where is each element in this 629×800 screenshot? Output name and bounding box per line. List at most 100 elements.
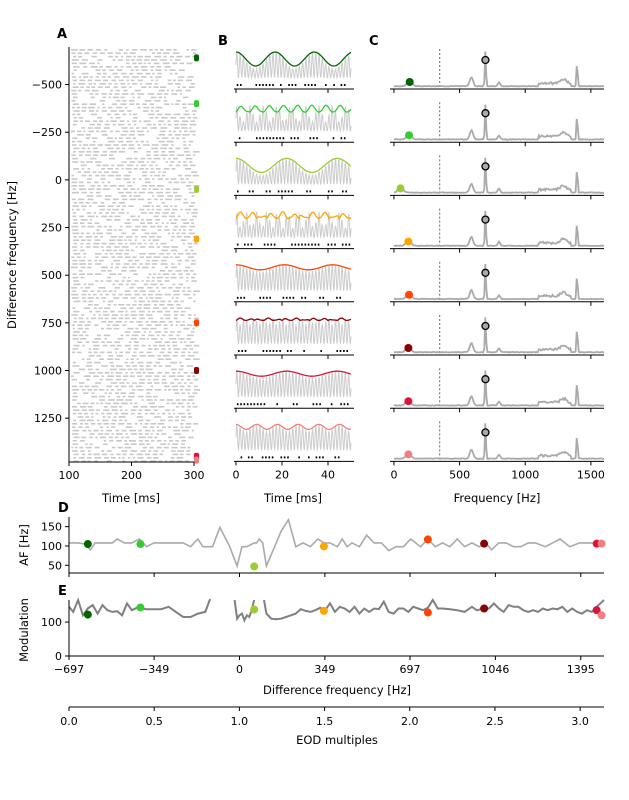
raster-spike — [180, 423, 184, 425]
raster-spike — [185, 358, 191, 360]
raster-spike — [121, 168, 124, 170]
raster-spike — [187, 355, 195, 357]
raster-spike — [164, 113, 171, 116]
raster-spike — [73, 372, 80, 374]
raster-spike — [165, 191, 171, 194]
x-tick-label-e: 1395 — [567, 663, 595, 676]
raster-spike — [103, 409, 110, 411]
raster-spike — [174, 392, 180, 394]
raster-spike — [73, 412, 77, 415]
raster-spike — [115, 429, 119, 432]
raster-spike — [150, 174, 153, 177]
raster-spike — [173, 378, 179, 381]
raster-spike — [99, 66, 103, 68]
raster-spike — [107, 76, 111, 78]
y-tick-label-d: 100 — [41, 540, 62, 553]
raster-spike — [165, 188, 171, 190]
raster-spike — [124, 419, 127, 422]
raster-spike — [124, 443, 129, 445]
raster-spike — [125, 191, 132, 194]
raster-spike — [181, 406, 185, 408]
raster-spike — [87, 215, 95, 218]
raster-spike — [186, 276, 189, 279]
raster-spike — [188, 395, 195, 398]
raster-spike — [72, 106, 75, 109]
raster-spike — [160, 338, 163, 340]
raster-spike — [154, 49, 158, 51]
spike-dot — [315, 456, 318, 459]
raster-spike — [129, 307, 134, 309]
raster-spike — [71, 178, 78, 180]
raster-spike — [88, 372, 96, 374]
raster-spike — [151, 144, 159, 146]
raster-spike — [81, 191, 87, 194]
raster-spike — [171, 263, 175, 265]
raster-spike — [189, 123, 197, 126]
raster-spike — [161, 348, 166, 350]
raster-spike — [132, 457, 135, 459]
raster-spike — [127, 120, 129, 122]
spike-dot — [308, 456, 310, 459]
raster-spike — [145, 263, 151, 265]
raster-spike — [125, 436, 130, 439]
raster-spike — [138, 178, 142, 180]
raster-spike — [111, 409, 118, 411]
raster-spike — [97, 423, 102, 425]
raster-spike — [77, 351, 82, 354]
raster-spike — [137, 361, 144, 364]
spike-dot — [265, 84, 268, 86]
raster-spike — [146, 399, 153, 401]
raster-spike — [188, 181, 194, 184]
raster-spike — [153, 344, 158, 347]
raster-spike — [191, 280, 197, 282]
raster-spike — [130, 361, 135, 364]
raster-spike — [177, 259, 183, 262]
raster-spike — [73, 242, 78, 245]
raster-spike — [180, 300, 184, 303]
raster-spike — [80, 164, 87, 167]
raster-spike — [85, 202, 90, 204]
raster-spike — [137, 266, 140, 269]
spike-dot — [319, 403, 321, 406]
raster-spike — [129, 113, 132, 116]
envelope-trace — [235, 210, 352, 220]
raster-spike — [118, 310, 124, 313]
raster-spike — [149, 290, 155, 292]
raster-spike — [177, 450, 184, 452]
raster-spike — [169, 154, 175, 156]
raster-spike — [168, 375, 176, 377]
raster-spike — [133, 168, 138, 170]
raster-spike — [153, 215, 159, 218]
raster-spike — [167, 120, 171, 122]
raster-spike — [169, 460, 175, 462]
spike-dot — [268, 84, 271, 86]
raster-spike — [186, 338, 192, 340]
raster-spike — [142, 174, 147, 177]
raster-spike — [124, 222, 131, 224]
spike-dot — [250, 243, 253, 246]
x-tick-label-c: 500 — [449, 468, 470, 481]
raster-spike — [73, 55, 77, 58]
raster-spike — [112, 208, 119, 211]
raster-spike — [163, 327, 168, 330]
raster-spike — [73, 321, 78, 323]
spike-dot — [322, 456, 324, 459]
raster-spike — [189, 225, 196, 228]
raster-spike — [118, 110, 125, 112]
raster-spike — [139, 355, 146, 357]
raster-spike — [78, 117, 84, 119]
raster-spike — [91, 392, 95, 394]
raster-spike — [157, 229, 161, 231]
carrier-trace — [235, 370, 352, 399]
raster-spike — [90, 290, 95, 292]
raster-spike — [81, 436, 87, 439]
raster-spike — [190, 331, 195, 333]
raster-spike — [179, 117, 185, 119]
raster-spike — [106, 324, 110, 326]
raster-spike — [160, 317, 164, 320]
raster-spike — [100, 402, 104, 405]
raster-spike — [146, 154, 151, 156]
raster-spike — [98, 287, 106, 289]
envelope-trace — [235, 423, 352, 431]
raster-spike — [82, 144, 88, 146]
